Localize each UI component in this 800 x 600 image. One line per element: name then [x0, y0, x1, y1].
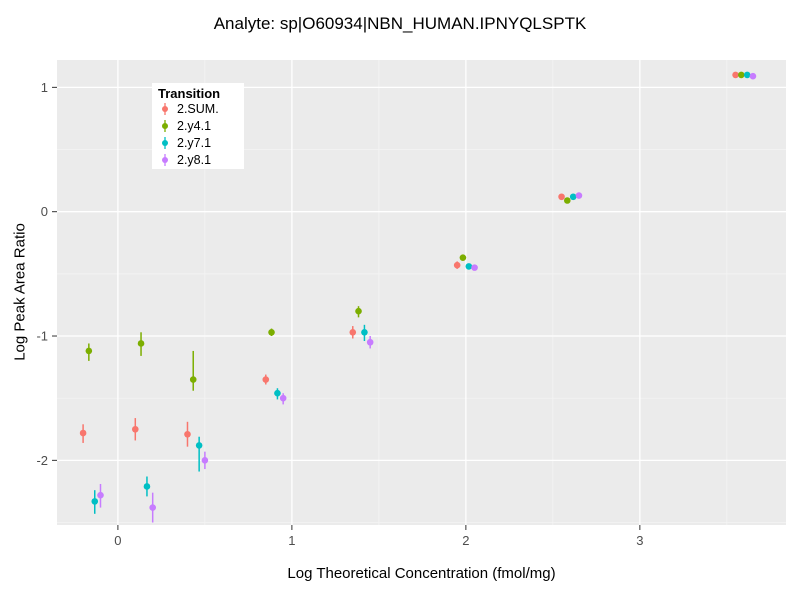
- data-point: [361, 328, 368, 336]
- legend-item-2-y8-1: 2.y8.1: [162, 153, 211, 167]
- y-tick-label: -1: [36, 329, 48, 344]
- data-point: [268, 328, 275, 336]
- data-point: [743, 71, 751, 79]
- legend-item-label: 2.y8.1: [177, 153, 211, 167]
- data-point: [131, 425, 139, 433]
- legend-key-point: [162, 140, 168, 146]
- legend-item-label: 2.SUM.: [177, 102, 219, 116]
- data-point: [732, 71, 739, 79]
- data-point: [459, 254, 467, 261]
- data-point: [366, 338, 374, 346]
- x-tick-label: 1: [288, 533, 295, 548]
- chart-title: Analyte: sp|O60934|NBN_HUMAN.IPNYQLSPTK: [213, 14, 587, 33]
- x-tick-label: 2: [462, 533, 469, 548]
- legend-title: Transition: [158, 86, 220, 101]
- data-point: [471, 264, 478, 271]
- data-point: [465, 263, 473, 270]
- series-2-y4-1: [85, 71, 745, 391]
- y-tick-label: 0: [41, 204, 48, 219]
- legend-key-point: [162, 123, 168, 129]
- legend-item-label: 2.y4.1: [177, 119, 211, 133]
- data-point: [262, 376, 270, 383]
- legend-item-label: 2.y7.1: [177, 136, 211, 150]
- data-point: [195, 442, 203, 449]
- data-point: [279, 394, 287, 402]
- axis-ticks: 0 1 2 3 -2 -1 0 1: [36, 80, 643, 548]
- x-tick-label: 0: [114, 533, 121, 548]
- data-point: [143, 483, 151, 490]
- series-2-y8-1: [97, 72, 757, 523]
- series-2-y7-1: [91, 71, 751, 514]
- data-point: [737, 71, 745, 79]
- data-point: [355, 307, 362, 315]
- y-axis-label: Log Peak Area Ratio: [11, 223, 29, 361]
- data-point: [85, 347, 93, 355]
- data-point: [453, 261, 461, 269]
- data-point: [564, 197, 571, 204]
- data-point: [569, 193, 577, 201]
- data-point: [149, 504, 156, 511]
- data-point: [97, 491, 104, 499]
- legend-key-point: [162, 157, 168, 163]
- legend-key-point: [162, 106, 168, 112]
- data-point: [137, 340, 145, 347]
- data-point: [79, 429, 87, 437]
- data-point: [349, 328, 357, 336]
- data-point: [749, 72, 757, 80]
- x-tick-label: 3: [636, 533, 643, 548]
- data-point: [184, 430, 191, 438]
- data-point: [189, 376, 197, 383]
- legend-item-2-y4-1: 2.y4.1: [162, 119, 211, 133]
- series-2-sum: [79, 71, 739, 447]
- y-tick-label: -2: [36, 453, 48, 468]
- legend-item-2-sum: 2.SUM.: [162, 102, 219, 116]
- data-point: [274, 389, 281, 397]
- x-axis-label: Log Theoretical Concentration (fmol/mg): [287, 565, 556, 582]
- data-point: [201, 457, 209, 464]
- data-point: [91, 498, 99, 505]
- legend-item-2-y7-1: 2.y7.1: [162, 136, 211, 150]
- data-point: [575, 192, 583, 199]
- data-point: [558, 193, 565, 201]
- y-tick-label: 1: [41, 80, 48, 95]
